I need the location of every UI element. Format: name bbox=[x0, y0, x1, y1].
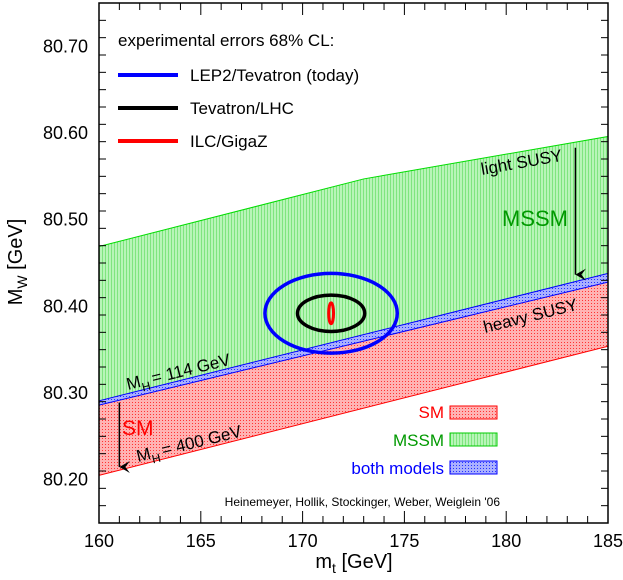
band-legend-mssm-label: MSSM bbox=[393, 431, 444, 450]
x-tick-label: 170 bbox=[288, 531, 318, 551]
error-ellipses bbox=[263, 271, 400, 355]
arrows bbox=[118, 147, 586, 473]
y-tick-label: 80.30 bbox=[43, 383, 88, 403]
y-tick-label: 80.70 bbox=[43, 36, 88, 56]
x-tick-label: 175 bbox=[389, 531, 419, 551]
band-legend-sm-label: SM bbox=[419, 403, 445, 422]
axis-ticks: 160 165 170 175 180 185 80.20 80.30 80.40 80.50 80… bbox=[43, 2, 623, 551]
ellipse-0 bbox=[263, 271, 400, 355]
bands bbox=[98, 135, 609, 476]
annotation-mssm: MSSM bbox=[502, 206, 568, 231]
plot-frame bbox=[98, 2, 609, 524]
credit: Heinemeyer, Hollik, Stockinger, Weber, W… bbox=[225, 495, 501, 509]
band-legend-both-label: both models bbox=[351, 459, 444, 478]
y-tick-label: 80.60 bbox=[43, 123, 88, 143]
band-legend-both-swatch bbox=[449, 460, 498, 475]
ellipse-2 bbox=[327, 301, 336, 326]
y-tick-label: 80.50 bbox=[43, 210, 88, 230]
legend-label-ilc: ILC/GigaZ bbox=[190, 132, 267, 151]
ellipse-1 bbox=[295, 293, 367, 334]
legend-label-lhc: Tevatron/LHC bbox=[190, 99, 294, 118]
legend-title: experimental errors 68% CL: bbox=[118, 31, 334, 50]
x-tick-label: 160 bbox=[84, 531, 114, 551]
x-tick-label: 185 bbox=[593, 531, 623, 551]
band-legend-mssm-swatch bbox=[449, 432, 498, 447]
legend-label-lep2: LEP2/Tevatron (today) bbox=[190, 66, 359, 85]
x-tick-label: 180 bbox=[491, 531, 521, 551]
y-tick-label: 80.40 bbox=[43, 296, 88, 316]
y-tick-label: 80.20 bbox=[43, 470, 88, 490]
x-axis-label: mt [GeV] bbox=[315, 551, 392, 576]
y-axis-label: MW [GeV] bbox=[5, 219, 30, 306]
x-tick-label: 165 bbox=[186, 531, 216, 551]
annotation-sm: SM bbox=[122, 417, 154, 440]
band-legend-sm-swatch bbox=[449, 405, 498, 420]
